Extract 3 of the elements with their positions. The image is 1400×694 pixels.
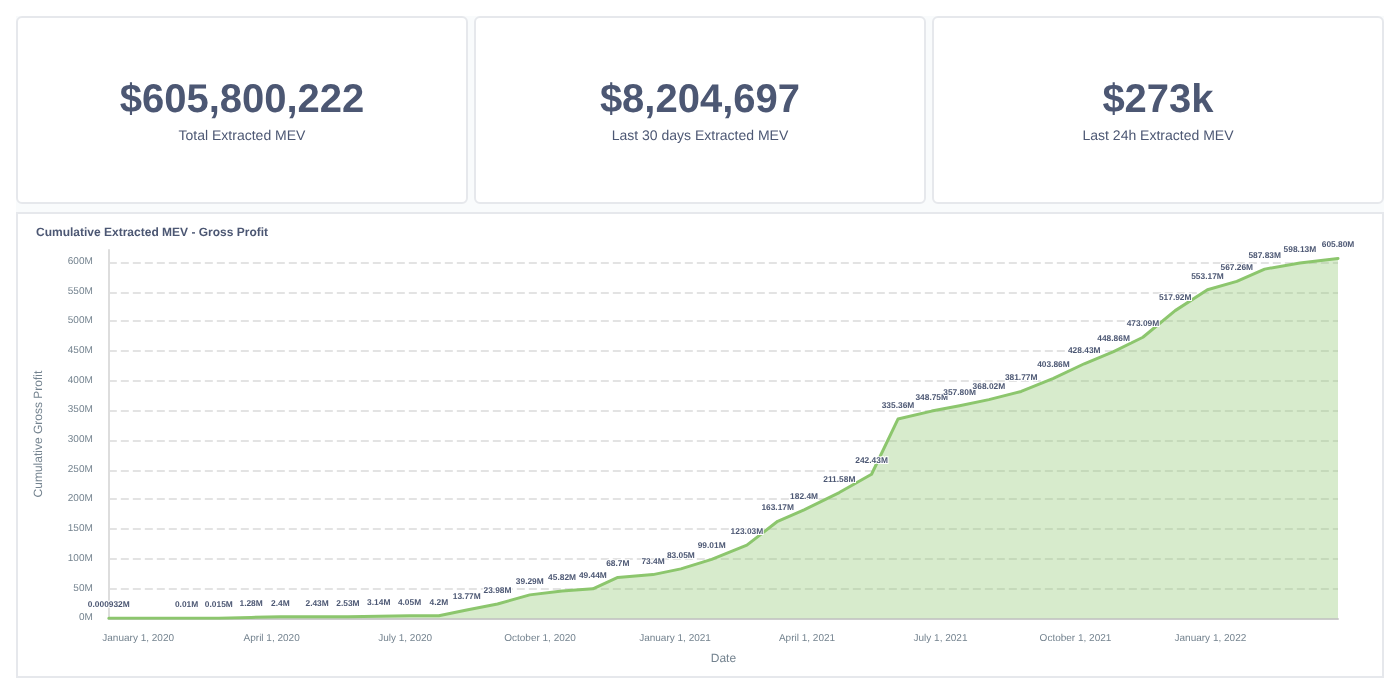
text: $605,800,222 bbox=[119, 77, 365, 123]
text: $8,204,697 bbox=[599, 77, 801, 123]
text: $273k bbox=[1102, 77, 1214, 123]
